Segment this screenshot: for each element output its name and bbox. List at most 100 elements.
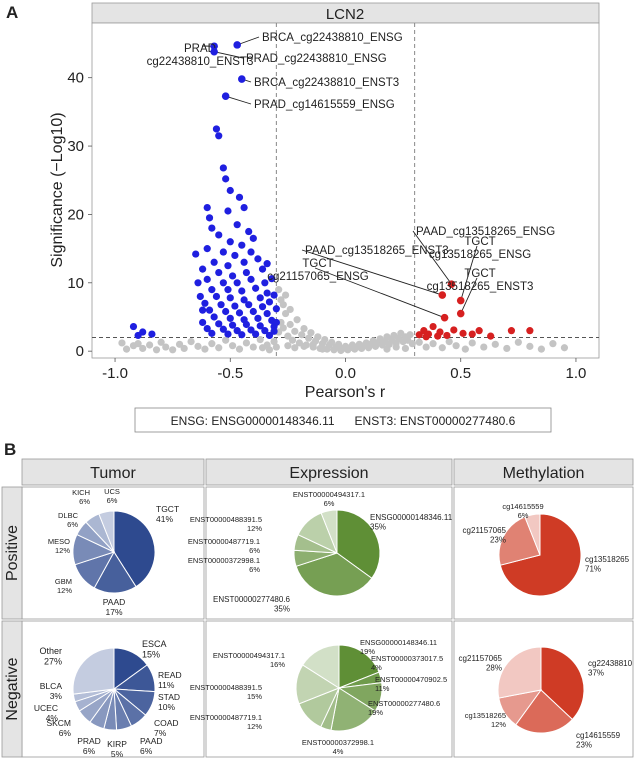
point-negative [215, 132, 223, 140]
pie-slice-pct: 4% [371, 663, 382, 672]
pie-slice-label: COAD [154, 718, 179, 728]
point-ns [321, 335, 329, 344]
pie-slice-pct: 6% [67, 520, 78, 529]
pie-slice-pct: 6% [79, 497, 90, 506]
point-positive [487, 332, 495, 340]
point-label: PAAD_cg13518265_ENSG [416, 226, 555, 238]
point-negative [205, 214, 214, 222]
point-negative [226, 238, 234, 246]
point-negative [192, 250, 200, 258]
point-labeled [210, 42, 218, 51]
point-ns [452, 342, 460, 350]
pie-slice-pct: 28% [486, 664, 502, 673]
pie-slice [330, 687, 377, 732]
pie-slice-pct: 5% [111, 749, 124, 759]
point-negative [238, 241, 246, 249]
pie-slice-label: TGCT [156, 504, 179, 514]
pie-slice-pct: 23% [490, 536, 506, 545]
pie-slice-label: READ [158, 670, 182, 680]
point-ns [549, 340, 557, 348]
pie-slice [336, 509, 381, 579]
pie-slice-label: PRAD [77, 736, 101, 746]
point-ns [445, 337, 453, 346]
point-ns [526, 342, 534, 350]
point-ns [429, 340, 437, 348]
point-negative [233, 279, 241, 287]
point-ns [242, 339, 251, 347]
point-ns [256, 335, 264, 344]
point-ns [503, 344, 511, 353]
x-tick-label: -1.0 [102, 365, 128, 382]
point-positive [443, 331, 451, 340]
point-negative [261, 279, 269, 287]
pie-slice-label: cg13518265 [585, 555, 630, 564]
pie-slice-pct: 6% [140, 746, 153, 756]
pie-slice-pct: 16% [270, 660, 285, 669]
point-negative [268, 275, 276, 283]
panel-b-letter: B [4, 440, 16, 459]
point-negative [203, 245, 211, 253]
point-negative [205, 306, 214, 314]
point-ns [180, 344, 188, 353]
pie-slice [98, 510, 115, 553]
pie-slice-label: UCS [104, 487, 120, 496]
point-positive [422, 333, 430, 341]
pie-slice-label: PAAD [140, 736, 163, 746]
point-negative [148, 330, 156, 338]
point-negative [208, 329, 216, 337]
pie-slice-pct: 6% [59, 728, 72, 738]
pie-slice-label: ENST00000487719.1 [188, 537, 260, 546]
pie-slice-pct: 12% [55, 546, 70, 555]
pie-slice-pct: 6% [249, 546, 260, 555]
point-negative [247, 275, 255, 283]
point-negative [203, 275, 211, 283]
col-header: Methylation [503, 465, 585, 482]
point-positive [436, 328, 444, 336]
point-negative [242, 320, 251, 329]
point-negative [226, 314, 234, 322]
point-negative [196, 292, 204, 301]
point-negative [235, 193, 244, 201]
point-negative [254, 314, 262, 322]
legend-box [134, 407, 552, 433]
y-tick-label: 40 [67, 70, 84, 87]
point-ns [284, 342, 292, 350]
point-labeled [440, 313, 449, 322]
pie-slice-pct: 6% [324, 499, 335, 508]
point-negative [240, 296, 248, 304]
col-header-bg [21, 458, 205, 486]
point-ns [272, 343, 280, 351]
pie-slice-label: ENST00000277480.6 [368, 699, 440, 708]
point-negative [201, 299, 209, 307]
pie-slice-pct: 15% [247, 692, 262, 701]
point-negative [249, 234, 257, 242]
pie-slice-label: GBM [55, 577, 72, 586]
pie-slice-label: ESCA [142, 639, 167, 649]
point-negative [256, 294, 264, 302]
scatter-layer: -1.0 -0.5 0.0 0.5 1.0 0 10 20 30 40 BRCA_cg2243881… [67, 23, 599, 382]
point-ns [249, 343, 257, 351]
pie-slice [524, 513, 541, 556]
point-label: PAAD_cg13518265_ENST3 [305, 245, 449, 257]
pie-slice-label: ENST00000277480.6 [213, 595, 291, 604]
point-ns [235, 345, 244, 353]
point-ns [157, 338, 165, 346]
point-ns [146, 341, 154, 349]
point-negative [219, 164, 227, 172]
x-tick-label: 0.5 [450, 365, 471, 382]
pie-slice-pct: 6% [249, 565, 260, 574]
row-header: Positive [4, 525, 21, 581]
x-tick-label: 1.0 [566, 365, 587, 382]
point-negative [265, 298, 274, 306]
point-negative [219, 325, 227, 333]
point-ns [401, 344, 410, 353]
point-negative [199, 265, 207, 273]
pie-slice-pct: 35% [370, 523, 386, 532]
point-negative [261, 327, 269, 335]
point-ns [291, 327, 299, 335]
row-header-bg [1, 620, 23, 758]
point-label: cg22438810_ENST3 [147, 56, 254, 68]
point-negative [224, 286, 232, 294]
point-negative [245, 301, 253, 309]
pie-slice-label: cg14615559 [576, 731, 621, 740]
